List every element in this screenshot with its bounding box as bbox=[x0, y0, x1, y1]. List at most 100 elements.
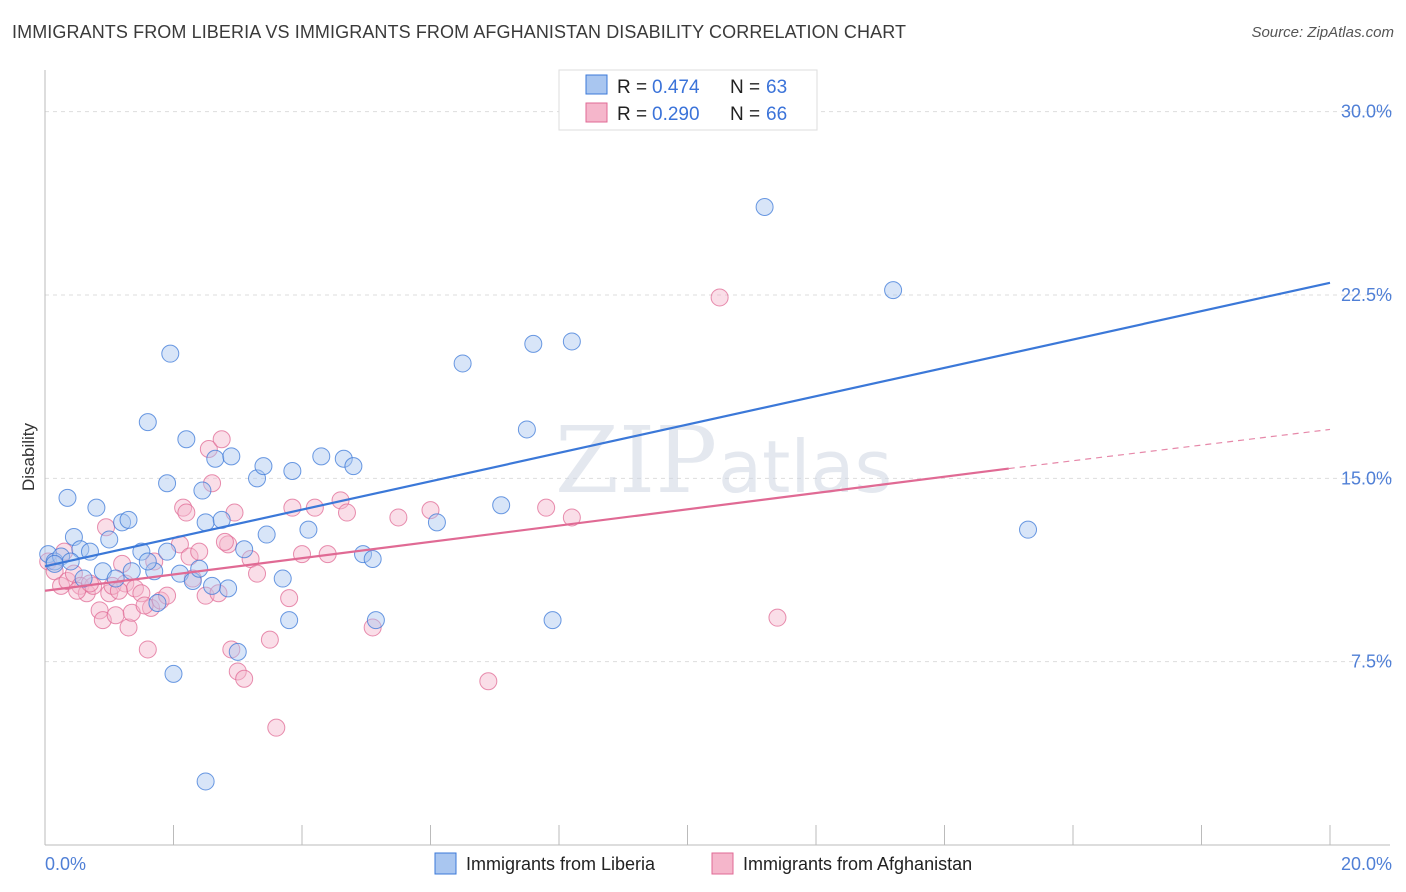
afghanistan-point bbox=[190, 542, 209, 561]
chart-title: IMMIGRANTS FROM LIBERIA VS IMMIGRANTS FR… bbox=[12, 22, 907, 42]
liberia-point bbox=[517, 420, 536, 439]
afghanistan-point bbox=[768, 608, 787, 627]
afghanistan-point bbox=[209, 584, 228, 603]
liberia-point bbox=[344, 457, 363, 476]
afghanistan-point bbox=[337, 503, 356, 522]
liberia-point bbox=[119, 510, 138, 529]
liberia-point bbox=[161, 344, 180, 363]
liberia-point bbox=[190, 559, 209, 578]
afghanistan-point bbox=[106, 606, 125, 625]
liberia-trend-line bbox=[44, 281, 1331, 568]
afghanistan-point bbox=[228, 662, 247, 681]
afghanistan-point bbox=[537, 498, 556, 517]
afghanistan-point bbox=[267, 718, 286, 737]
stats-legend-liberia-n-value: 63 bbox=[766, 77, 787, 98]
liberia-point bbox=[562, 332, 581, 351]
liberia-point bbox=[283, 462, 302, 480]
afghanistan-point bbox=[260, 630, 279, 649]
liberia-point bbox=[138, 413, 157, 432]
liberia-point bbox=[884, 281, 903, 300]
afghanistan-trend-line bbox=[44, 467, 1009, 592]
liberia-point bbox=[543, 611, 562, 630]
liberia-point bbox=[755, 198, 774, 216]
source-credit: Source: ZipAtlas.com bbox=[1251, 24, 1394, 41]
stats-legend-liberia-r-value: 0.474 bbox=[652, 77, 700, 98]
liberia-point bbox=[228, 642, 247, 661]
liberia-point bbox=[132, 542, 151, 561]
afghanistan-point bbox=[248, 564, 267, 583]
liberia-point bbox=[524, 334, 543, 353]
afghanistan-point bbox=[389, 508, 408, 527]
afghanistan-point bbox=[280, 589, 299, 608]
liberia-point bbox=[193, 481, 212, 500]
liberia-point bbox=[58, 488, 77, 507]
stats-legend-afghanistan-n-value: 66 bbox=[766, 104, 787, 125]
liberia-point bbox=[235, 540, 254, 559]
afghanistan-point bbox=[174, 498, 193, 517]
stats-legend-afghanistan-r-label: R = bbox=[617, 104, 647, 125]
liberia-point bbox=[196, 772, 215, 791]
liberia-point bbox=[299, 520, 318, 539]
y-tick-label: 22.5% bbox=[1341, 285, 1392, 305]
afghanistan-point bbox=[219, 535, 238, 554]
liberia-point bbox=[257, 525, 276, 544]
liberia-point bbox=[280, 611, 299, 630]
afghanistan-point bbox=[710, 288, 729, 307]
legend-afghanistan-label: Immigrants from Afghanistan bbox=[743, 854, 972, 874]
afghanistan-point bbox=[138, 640, 157, 659]
afghanistan-point bbox=[119, 618, 138, 637]
stats-legend-liberia-r-label: R = bbox=[617, 77, 647, 98]
liberia-point bbox=[87, 498, 106, 517]
y-axis-tick-labels: 7.5% 15.0% 22.5% 30.0% bbox=[1341, 102, 1392, 672]
liberia-point bbox=[164, 664, 183, 683]
liberia-point bbox=[453, 354, 472, 373]
afghanistan-point bbox=[145, 552, 164, 571]
legend-liberia-swatch bbox=[434, 852, 457, 875]
stats-legend-afghanistan-r-value: 0.290 bbox=[652, 104, 700, 125]
watermark: ZIP atlas bbox=[555, 407, 892, 514]
liberia-point bbox=[363, 550, 382, 568]
afghanistan-point bbox=[90, 601, 109, 620]
liberia-point bbox=[222, 447, 241, 466]
liberia-point bbox=[273, 569, 292, 588]
liberia-point bbox=[366, 611, 385, 630]
afghanistan-point bbox=[215, 532, 234, 551]
liberia-point bbox=[312, 447, 331, 466]
liberia-point bbox=[158, 542, 177, 561]
liberia-point bbox=[148, 594, 167, 612]
y-tick-label: 7.5% bbox=[1351, 652, 1392, 672]
stats-legend-afghanistan-n-label: N = bbox=[730, 104, 760, 125]
liberia-point bbox=[106, 569, 125, 588]
stats-legend: R = 0.474 N = 63 R = 0.290 N = 66 bbox=[558, 69, 818, 131]
stats-legend-afghanistan-swatch bbox=[585, 102, 608, 123]
afghanistan-point bbox=[562, 508, 581, 527]
afghanistan-point bbox=[180, 547, 199, 566]
x-axis-tick-labels: 0.0% 20.0% bbox=[45, 854, 1392, 874]
x-tick-label: 0.0% bbox=[45, 854, 86, 874]
legend-liberia-label: Immigrants from Liberia bbox=[466, 854, 656, 874]
liberia-point bbox=[100, 530, 119, 549]
afghanistan-point bbox=[479, 672, 498, 691]
liberia-point bbox=[196, 513, 215, 532]
trend-lines bbox=[44, 281, 1331, 592]
liberia-point bbox=[203, 576, 222, 595]
y-axis-label: Disability bbox=[19, 422, 38, 491]
liberia-point bbox=[158, 474, 177, 493]
gridlines bbox=[45, 111, 1392, 663]
stats-legend-liberia-swatch bbox=[585, 74, 608, 95]
liberia-point bbox=[219, 579, 238, 598]
liberia-point bbox=[1019, 520, 1038, 539]
watermark-atlas: atlas bbox=[718, 425, 892, 509]
liberia-point bbox=[206, 449, 225, 468]
x-tick-label: 20.0% bbox=[1341, 854, 1392, 874]
liberia-point bbox=[334, 449, 353, 468]
y-tick-label: 30.0% bbox=[1341, 102, 1392, 122]
afghanistan-point bbox=[212, 430, 231, 449]
liberia-point bbox=[122, 562, 141, 581]
liberia-point bbox=[177, 430, 196, 449]
series-liberia-points bbox=[39, 198, 1038, 791]
afghanistan-point bbox=[235, 669, 254, 688]
afghanistan-point bbox=[293, 545, 311, 564]
afghanistan-point bbox=[55, 542, 74, 561]
